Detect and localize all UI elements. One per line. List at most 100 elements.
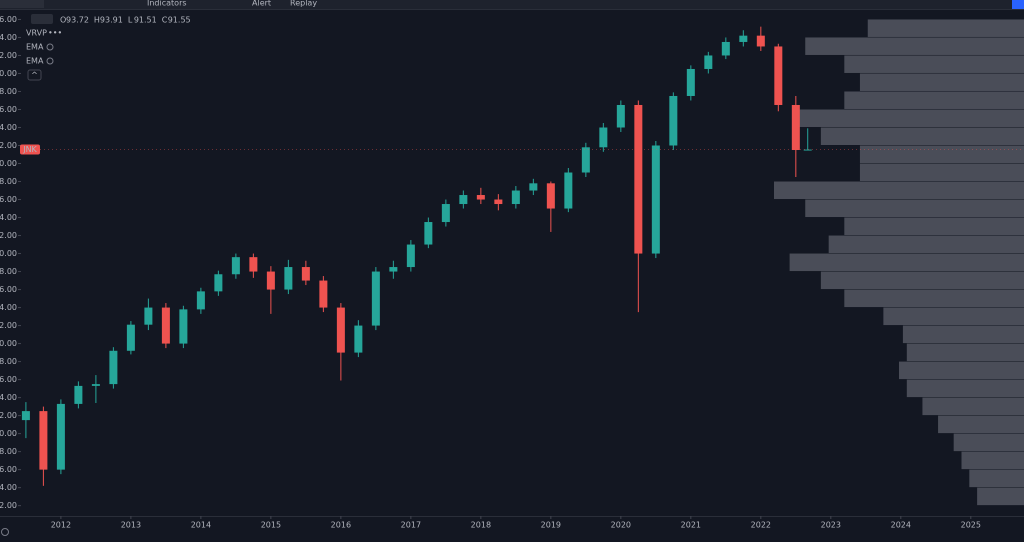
volume-profile-bar: [844, 55, 1024, 73]
volume-profile-bar: [805, 37, 1024, 55]
visibility-icon[interactable]: [46, 57, 54, 65]
settings-icon[interactable]: [1, 528, 9, 536]
candle-body: [266, 271, 275, 290]
y-tick-label: 52.00: [0, 501, 17, 510]
x-tick-label: 2022: [751, 521, 771, 530]
y-tick-label: 56.00: [0, 465, 17, 474]
toolbar-button[interactable]: Indicators: [147, 0, 187, 8]
volume-profile-bar: [906, 343, 1024, 362]
candle-body: [686, 68, 695, 96]
y-tick-label: 74.00: [0, 303, 17, 312]
candle-body: [581, 147, 590, 173]
candle-body: [634, 104, 643, 254]
volume-profile-bar: [859, 163, 1024, 182]
legend-toggle[interactable]: [27, 69, 42, 81]
candle-body: [774, 46, 783, 105]
candle-body: [354, 325, 363, 353]
volume-profile-bar: [859, 73, 1024, 91]
candle-body: [249, 257, 258, 272]
y-tick-label: 58.00: [0, 447, 17, 456]
volume-profile-bar: [820, 127, 1024, 146]
candle-body: [91, 384, 100, 386]
volume-profile-bar: [902, 325, 1024, 344]
candle-body: [651, 145, 660, 254]
ohlc-name: L: [128, 16, 133, 25]
candle-body: [109, 350, 118, 385]
volume-profile-bar: [938, 415, 1024, 434]
symbol-search[interactable]: [0, 0, 44, 8]
y-tick-label: 72.00: [0, 321, 17, 330]
indicator-name[interactable]: VRVP: [26, 29, 47, 38]
volume-profile-bar: [867, 19, 1024, 37]
publish-button[interactable]: [1012, 0, 1024, 9]
candle-body: [144, 307, 153, 325]
x-tick-label: 2012: [51, 521, 71, 530]
candle-body: [756, 35, 765, 47]
volume-profile-bar: [883, 307, 1024, 326]
collapse-button[interactable]: [31, 14, 53, 24]
x-tick-label: 2017: [401, 521, 421, 530]
candle-body: [389, 267, 398, 272]
volume-profile-bar: [899, 361, 1024, 380]
ohlc-value: 91.55: [168, 16, 191, 25]
volume-profile-bar: [828, 235, 1024, 254]
volume-profile-bar: [859, 145, 1024, 164]
visibility-icon[interactable]: [46, 43, 54, 51]
volume-profile-bar: [789, 253, 1024, 272]
y-tick-label: 90.00: [0, 159, 17, 168]
volume-profile-bar: [953, 433, 1024, 452]
toolbar: [0, 0, 1024, 9]
y-tick-label: 100.00: [0, 69, 17, 78]
y-tick-label: 64.00: [0, 393, 17, 402]
ohlc-name: C: [162, 16, 168, 25]
x-tick-label: 2024: [891, 521, 911, 530]
candle-body: [424, 222, 433, 245]
volume-profile-bar: [774, 181, 1024, 200]
y-tick-label: 78.00: [0, 267, 17, 276]
x-tick-label: 2013: [121, 521, 141, 530]
y-tick-label: 92.00: [0, 141, 17, 150]
candle-body: [529, 183, 538, 191]
indicator-name[interactable]: EMA: [26, 57, 44, 66]
volume-profile-bar: [844, 289, 1024, 308]
candle-body: [791, 104, 800, 151]
volume-profile-bar: [805, 199, 1024, 218]
candle-body: [803, 149, 812, 151]
volume-profile-bar: [969, 469, 1024, 488]
volume-profile-bar: [797, 109, 1024, 127]
candle-body: [494, 199, 503, 205]
candle-body: [161, 307, 170, 344]
y-tick-label: 102.00: [0, 51, 17, 60]
y-tick-label: 70.00: [0, 339, 17, 348]
volume-profile-bar: [922, 397, 1024, 416]
volume-profile-bar: [844, 91, 1024, 109]
ohlc-name: O: [60, 16, 66, 25]
candle-body: [721, 41, 730, 56]
x-tick-label: 2023: [821, 521, 841, 530]
volume-profile-bar: [844, 217, 1024, 236]
candle-body: [546, 183, 555, 209]
toolbar-button[interactable]: Replay: [290, 0, 317, 8]
ohlc-name: H: [94, 16, 100, 25]
x-tick-label: 2020: [611, 521, 631, 530]
x-tick-label: 2014: [191, 521, 211, 530]
x-tick-label: 2019: [541, 521, 561, 530]
candle-body: [126, 324, 135, 351]
candle-body: [74, 385, 83, 404]
toolbar-button[interactable]: Alert: [252, 0, 271, 8]
y-tick-label: 76.00: [0, 285, 17, 294]
legend-toggle-icon: ^: [31, 71, 38, 80]
x-tick-label: 2016: [331, 521, 351, 530]
candle-body: [599, 127, 608, 148]
indicator-name[interactable]: EMA: [26, 43, 44, 52]
candle-body: [319, 280, 328, 308]
volume-profile-bar: [906, 379, 1024, 398]
y-tick-label: 60.00: [0, 429, 17, 438]
ohlc-value: 93.91: [100, 16, 123, 25]
volume-profile-bar: [961, 451, 1024, 470]
y-tick-label: 106.00: [0, 15, 17, 24]
candle-body: [511, 190, 520, 205]
candle-body: [21, 411, 30, 421]
candle-body: [39, 411, 48, 470]
